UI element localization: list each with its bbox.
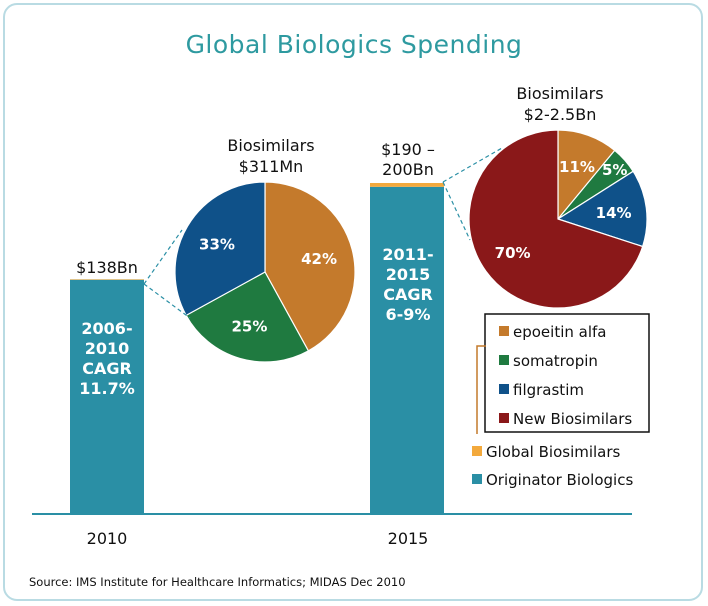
- bar-originator-2015: [370, 186, 444, 515]
- pie1-slice-filgrastim: [174, 181, 266, 317]
- pie1-slice-label-epoeitin-alfa: 42%: [301, 250, 337, 268]
- x-tick-label-2010: 2010: [87, 529, 128, 548]
- legend-swatch-filgrastim: [499, 384, 509, 394]
- legend-label-somatropin: somatropin: [513, 352, 598, 370]
- bar-cagr-label-2010: 2006-: [81, 319, 132, 338]
- legend-label-global-biosimilars: Global Biosimilars: [486, 443, 621, 461]
- bar-originator-2010: [70, 279, 144, 514]
- legend-label-filgrastim: filgrastim: [513, 381, 584, 399]
- bar-cagr-label-2010: CAGR: [82, 359, 132, 378]
- connector-line: [442, 147, 503, 183]
- chart-title: Global Biologics Spending: [185, 30, 523, 59]
- pie2-title: $2-2.5Bn: [524, 105, 597, 124]
- bar-cagr-label-2015: 2011-: [382, 245, 433, 264]
- pie2-slice-label-epoeitin-alfa: 11%: [559, 158, 595, 176]
- x-tick-label-2015: 2015: [388, 529, 429, 548]
- legend-label-epoeitin-alfa: epoeitin alfa: [513, 323, 606, 341]
- bar-cagr-label-2010: 11.7%: [79, 379, 135, 398]
- pie1-slice-somatropin: [185, 271, 310, 363]
- bar-cagr-label-2015: 2015: [386, 265, 431, 284]
- pie2-slice-label-new-biosimilars: 70%: [495, 244, 531, 262]
- bar-total-label-2010: $138Bn: [76, 258, 138, 277]
- source-note: Source: IMS Institute for Healthcare Inf…: [29, 575, 406, 589]
- bar-biosimilars-2015: [370, 183, 444, 187]
- pie2-title: Biosimilars: [516, 84, 603, 103]
- pie2-slice-label-somatropin: 5%: [602, 161, 627, 179]
- connector-line: [143, 283, 191, 319]
- bar-cagr-label-2015: CAGR: [383, 285, 433, 304]
- bar-total-label-2015: $190 –: [381, 140, 435, 159]
- legend-swatch-originator-biologics: [472, 474, 482, 484]
- bar-total-label-2015: 200Bn: [382, 160, 434, 179]
- pie1-slice-label-somatropin: 25%: [231, 318, 267, 336]
- legend-swatch-global-biosimilars: [472, 446, 482, 456]
- legend-swatch-epoeitin-alfa: [499, 326, 509, 336]
- pie2-slice-label-filgrastim: 14%: [596, 204, 632, 222]
- pie1-slice-label-filgrastim: 33%: [199, 236, 235, 254]
- pie2-slice-new-biosimilars: [468, 129, 644, 309]
- pie1-title: $311Mn: [239, 157, 304, 176]
- legend-label-originator-biologics: Originator Biologics: [486, 471, 633, 489]
- bar-cagr-label-2010: 2010: [85, 339, 130, 358]
- connector-line: [442, 181, 471, 241]
- legend-swatch-new-biosimilars: [499, 413, 509, 423]
- bar-cagr-label-2015: 6-9%: [386, 305, 431, 324]
- legend-swatch-somatropin: [499, 355, 509, 365]
- bar-biosimilars-2010: [70, 279, 144, 280]
- pie1-slice-epoeitin-alfa: [264, 181, 356, 352]
- pie2-slice-filgrastim: [556, 170, 648, 248]
- pie-legend-box: [484, 313, 650, 433]
- pie1-title: Biosimilars: [227, 136, 314, 155]
- legend-label-new-biosimilars: New Biosimilars: [513, 410, 632, 428]
- chart-frame: [3, 3, 703, 601]
- legend-bracket: [476, 345, 486, 434]
